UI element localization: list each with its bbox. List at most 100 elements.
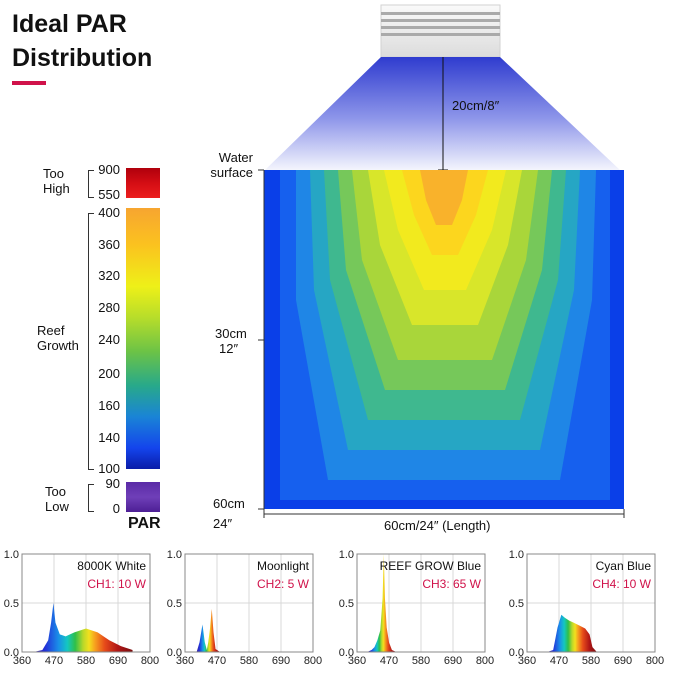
depth-bottom-line2: 24″ — [213, 516, 233, 531]
reef-tick-240: 240 — [98, 332, 120, 347]
spectrum-chart-3: 0.0 0.5 1.0 360 470 580 690 800 REEF GROW Blue CH… — [339, 549, 494, 667]
depth-mid-line2: 12″ — [219, 341, 239, 356]
depth-mid-line1: 30cm — [215, 326, 247, 341]
reef-tick-360: 360 — [98, 237, 120, 252]
plot-frame — [526, 553, 656, 653]
too-high-label: Too High — [43, 166, 70, 196]
y-tick-label: 0.5 — [167, 598, 182, 610]
too-high-tick-550: 550 — [98, 187, 120, 202]
depth-bottom-label: 60cm 24″ — [213, 494, 245, 534]
spectrum-area — [196, 608, 220, 652]
x-tick-label: 470 — [550, 655, 568, 667]
par-unit-label: PAR — [128, 515, 161, 532]
x-tick-label: 580 — [240, 655, 258, 667]
x-tick-label: 690 — [614, 655, 632, 667]
too-low-label-line1: Too — [45, 484, 66, 499]
par-heatmap — [264, 170, 624, 509]
reef-tick-200: 200 — [98, 366, 120, 381]
channel-label: CH3: 65 W — [422, 577, 481, 591]
title-underline — [12, 81, 46, 85]
y-tick-label: 1.0 — [509, 549, 524, 561]
x-tick-label: 800 — [304, 655, 322, 667]
x-tick-label: 580 — [582, 655, 600, 667]
too-high-bracket — [88, 170, 94, 198]
y-tick-label: 0.0 — [339, 647, 354, 659]
x-tick-label: 690 — [272, 655, 290, 667]
too-low-bracket — [88, 484, 94, 512]
x-tick-label: 800 — [476, 655, 494, 667]
water-surface-line1: Water — [218, 150, 253, 165]
x-tick-label: 360 — [176, 655, 194, 667]
x-tick-label: 580 — [77, 655, 95, 667]
too-high-tick-900: 900 — [98, 162, 120, 177]
too-low-tick-90: 90 — [105, 476, 120, 491]
light-fixture — [380, 4, 501, 58]
par-distribution-diagram — [258, 4, 625, 518]
spectrum-title: 8000K White — [77, 559, 146, 573]
spectrum-svg: 0.0 0.5 1.0 360 470 580 690 800 8000K White CH1: … — [4, 549, 664, 667]
reef-growth-label-line1: Reef — [37, 323, 65, 338]
x-tick-label: 470 — [45, 655, 63, 667]
spectrum-area — [367, 554, 397, 652]
x-tick-label: 470 — [208, 655, 226, 667]
spectrum-title: Moonlight — [257, 559, 310, 573]
channel-label: CH2: 5 W — [257, 577, 310, 591]
reef-tick-100: 100 — [98, 461, 120, 476]
title-line1: Ideal PAR — [12, 10, 127, 38]
length-label: 60cm/24″ (Length) — [384, 518, 491, 533]
x-tick-label: 690 — [444, 655, 462, 667]
spectrum-chart-4: 0.0 0.5 1.0 360 470 580 690 800 Cyan Blue CH4: 10… — [509, 549, 664, 667]
y-tick-label: 0.0 — [167, 647, 182, 659]
fixture-distance-label: 20cm/8″ — [452, 98, 500, 113]
too-low-label-line2: Low — [45, 499, 69, 514]
water-surface-line2: surface — [210, 165, 253, 180]
too-high-label-line2: High — [43, 181, 70, 196]
too-high-color-bar — [126, 168, 160, 198]
reef-tick-160: 160 — [98, 398, 120, 413]
too-low-label: Too Low — [45, 484, 69, 514]
reef-growth-label-line2: Growth — [37, 338, 79, 353]
x-tick-label: 360 — [13, 655, 31, 667]
reef-tick-280: 280 — [98, 300, 120, 315]
y-tick-label: 0.5 — [509, 598, 524, 610]
y-tick-label: 0.5 — [4, 598, 19, 610]
too-high-label-line1: Too — [43, 166, 64, 181]
plot-frame — [21, 553, 151, 653]
y-tick-label: 0.5 — [339, 598, 354, 610]
x-tick-label: 360 — [348, 655, 366, 667]
channel-label: CH4: 10 W — [592, 577, 651, 591]
x-tick-label: 470 — [380, 655, 398, 667]
reef-growth-color-bar — [126, 208, 160, 469]
y-tick-label: 0.0 — [509, 647, 524, 659]
heatmap-zone-10 — [420, 170, 468, 225]
y-tick-label: 1.0 — [4, 549, 19, 561]
too-low-tick-0: 0 — [112, 501, 120, 516]
y-tick-label: 0.0 — [4, 647, 19, 659]
y-tick-label: 1.0 — [167, 549, 182, 561]
x-tick-label: 690 — [109, 655, 127, 667]
reef-growth-label: Reef Growth — [37, 323, 79, 353]
reef-tick-140: 140 — [98, 430, 120, 445]
spectrum-title: Cyan Blue — [596, 559, 652, 573]
reef-tick-320: 320 — [98, 268, 120, 283]
y-tick-label: 1.0 — [339, 549, 354, 561]
spectrum-chart-2: 0.0 0.5 1.0 360 470 580 690 800 Moonlight CH2: 5 … — [167, 549, 322, 667]
x-tick-label: 800 — [646, 655, 664, 667]
plot-frame — [184, 553, 314, 653]
spectrum-charts: 0.0 0.5 1.0 360 470 580 690 800 8000K White CH1: … — [0, 540, 679, 670]
plot-frame — [356, 553, 486, 653]
spectrum-area — [547, 614, 597, 652]
spectrum-area — [33, 603, 133, 652]
reef-tick-400: 400 — [98, 205, 120, 220]
spectrum-title: REEF GROW Blue — [380, 559, 482, 573]
x-tick-label: 580 — [412, 655, 430, 667]
title-line2: Distribution — [12, 44, 153, 72]
spectrum-chart-1: 0.0 0.5 1.0 360 470 580 690 800 8000K White CH1: … — [4, 549, 159, 667]
depth-bottom-line1: 60cm — [213, 496, 245, 511]
depth-mid-label: 30cm 12″ — [215, 326, 247, 356]
too-low-color-bar — [126, 482, 160, 512]
x-tick-label: 360 — [518, 655, 536, 667]
x-tick-label: 800 — [141, 655, 159, 667]
water-surface-label: Water surface — [203, 150, 253, 180]
reef-growth-bracket — [88, 213, 94, 470]
